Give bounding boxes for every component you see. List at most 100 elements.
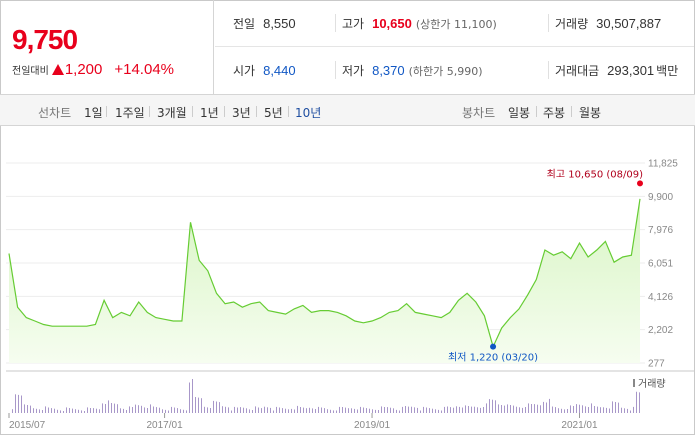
volume-bar [204,406,205,413]
volume-bar [237,407,238,413]
volume-bar [549,398,550,413]
volume-bar [54,408,55,413]
volume-bar [120,408,121,413]
volume-bar [21,395,22,413]
volume-bar [366,408,367,413]
volume-bar [438,409,439,413]
divider [106,106,107,117]
volume-bar [51,408,52,413]
volume-bar [444,406,445,413]
tab-3m[interactable]: 3개월 [157,106,187,120]
tab-1w[interactable]: 1주일 [115,106,145,120]
volume-bar [417,407,418,413]
volume-bar [456,406,457,413]
volume-bar [633,406,634,413]
volume-bar [270,407,271,413]
divider [536,106,537,117]
tab-monthly-candle[interactable]: 월봉 [579,106,602,120]
volume-bar [222,406,223,413]
volume-bar [585,406,586,413]
volume-bar [189,382,190,413]
volume-bar [300,407,301,413]
volume-bar [360,406,361,413]
open-cell: 시가 8,440 [233,47,296,94]
volume-bar [576,404,577,413]
volume-bar [309,407,310,413]
x-tick-label: 2015/07 [9,420,46,431]
tab-1y[interactable]: 1년 [200,106,219,120]
volume-bar [501,405,502,413]
volume-bar [363,407,364,413]
volume-bar [75,409,76,413]
volume-bar [354,408,355,413]
tab-3y[interactable]: 3년 [232,106,251,120]
volume-bar [372,409,373,413]
volume-bar [162,409,163,413]
tab-daily-candle[interactable]: 일봉 [508,106,531,120]
volume-bar [81,410,82,413]
tab-1d[interactable]: 1일 [84,106,103,120]
volume-bar [78,409,79,413]
volume-bar [357,409,358,413]
volume-bar [321,407,322,413]
volume-bar [15,394,16,413]
volume-bar [558,408,559,413]
volume-bar [348,408,349,413]
volume-bar [423,406,424,413]
volume-bar [303,407,304,413]
y-tick-label: 4,126 [648,292,673,303]
volume-bar [612,401,613,413]
volume-bar [552,406,553,413]
volume-bar [63,411,64,413]
volume-bar [420,410,421,413]
candle-chart-label: 봉차트 [462,106,496,120]
volume-bar [96,408,97,413]
trade-value-unit: 백만 [656,64,679,78]
volume-bar [621,407,622,413]
volume-bar [246,408,247,413]
volume-bar [201,398,202,413]
volume-bar [504,405,505,413]
x-tick-label: 2021/01 [561,420,598,431]
tab-5y[interactable]: 5년 [264,106,283,120]
volume-bar [615,402,616,413]
volume-bar [288,409,289,413]
volume-bar [255,406,256,413]
volume-bar [411,406,412,413]
volume-bar [342,407,343,413]
volume-bar [459,406,460,413]
volume-bar [42,410,43,413]
volume-bar [183,409,184,413]
volume-bar [462,407,463,413]
volume-bar [393,408,394,413]
change-percent: +14.04% [114,61,174,78]
volume-bar [279,407,280,413]
volume-bar [87,407,88,413]
volume-bar [486,403,487,413]
volume-bar [381,406,382,413]
volume-bar [114,403,115,413]
high-annotation: 최고 10,650 (08/09) [547,168,643,180]
tab-weekly-candle[interactable]: 주봉 [543,106,566,120]
high-label: 고가 [342,17,365,31]
volume-bar [129,406,130,413]
volume-bar [219,402,220,413]
volume-bar [180,409,181,413]
volume-bar [564,409,565,413]
volume-bar [636,391,637,413]
volume-legend-icon [633,379,635,387]
tab-10y[interactable]: 10년 [295,106,322,120]
volume-bar [441,410,442,413]
low-cell: 저가 8,370 (하한가 5,990) [342,47,483,94]
volume-bar [282,408,283,413]
volume-bar [507,404,508,413]
volume-bar [210,408,211,413]
volume-bar [273,410,274,413]
volume-bar [639,392,640,413]
volume-bar [261,408,262,413]
volume-bar [165,409,166,413]
volume-bar [510,405,511,413]
volume-bar [606,407,607,413]
volume-bar [543,401,544,413]
volume-bar [252,410,253,413]
